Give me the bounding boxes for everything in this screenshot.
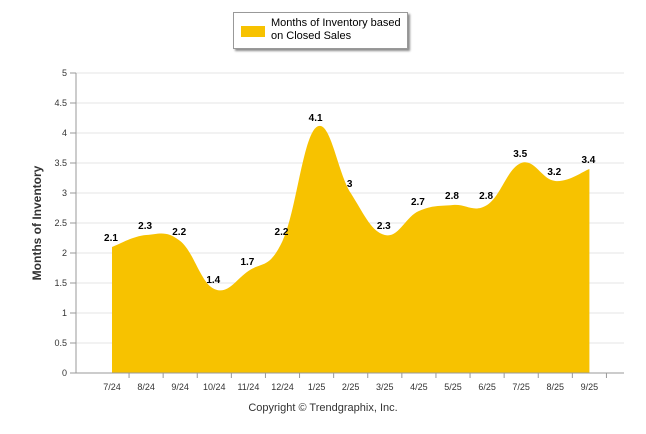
data-label: 2.8 [445,191,459,202]
x-tick-label: 6/25 [478,382,496,392]
x-axis-ticks: 7/24 8/24 9/24 10/24 11/24 12/24 1/25 2/25 3/25 4… [103,373,607,392]
x-tick-label: 9/24 [171,382,189,392]
y-tick-label: 4 [62,128,67,138]
x-tick-label: 12/24 [271,382,294,392]
legend-label-line2: on Closed Sales [271,30,352,42]
y-tick-label: 2 [62,248,67,258]
y-tick-label: 1.5 [54,278,67,288]
data-label: 3.4 [581,155,595,166]
copyright-text: Copyright © Trendgraphix, Inc. [248,402,398,414]
y-tick-label: 1 [62,308,67,318]
data-label: 3.2 [547,167,561,178]
x-tick-label: 9/25 [581,382,599,392]
y-tick-label: 3 [62,188,67,198]
x-tick-label: 2/25 [342,382,360,392]
x-tick-label: 8/24 [137,382,155,392]
x-tick-label: 7/25 [512,382,530,392]
legend: Months of Inventory based on Closed Sale… [233,12,408,49]
data-label: 2.2 [172,227,186,238]
y-tick-label: 2.5 [54,218,67,228]
data-label: 2.2 [275,227,289,238]
y-tick-label: 0.5 [54,338,67,348]
y-axis-title: Months of Inventory [30,165,44,280]
x-tick-label: 10/24 [203,382,226,392]
y-axis-ticks: 0 0.5 1 1.5 2 2.5 3 3.5 4 4.5 5 [54,68,67,378]
data-label: 4.1 [309,113,323,124]
y-tick-label: 0 [62,368,67,378]
y-tick-label: 4.5 [54,98,67,108]
x-tick-label: 11/24 [237,382,259,392]
data-label: 2.3 [138,221,152,232]
y-tick-label: 5 [62,68,67,78]
x-tick-label: 3/25 [376,382,394,392]
legend-swatch [241,26,265,37]
data-label: 1.7 [240,257,254,268]
data-label: 2.8 [479,191,493,202]
legend-label-line1: Months of Inventory based [271,17,401,29]
x-tick-label: 8/25 [547,382,565,392]
legend-label: Months of Inventory based on Closed Sale… [271,17,406,43]
data-label: 3.5 [513,149,527,160]
data-labels: 2.1 2.3 2.2 1.4 1.7 2.2 4.1 3 2.3 2.7 2.8 2.8 3.5 3.2… [104,113,596,286]
data-label: 2.7 [411,197,425,208]
data-label: 1.4 [206,275,220,286]
x-tick-label: 7/24 [103,382,121,392]
data-label: 2.1 [104,233,118,244]
series-area [112,125,590,373]
x-tick-label: 5/25 [444,382,462,392]
x-tick-label: 4/25 [410,382,428,392]
x-axis [75,73,624,374]
data-label: 2.3 [377,221,391,232]
x-tick-label: 1/25 [308,382,326,392]
data-label: 3 [347,179,353,190]
y-tick-label: 3.5 [54,158,67,168]
